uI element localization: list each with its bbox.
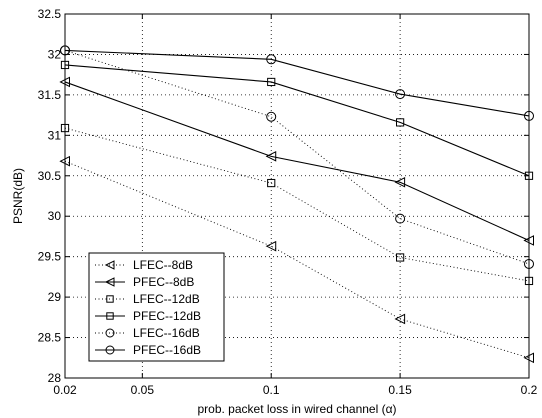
- data-point: [265, 240, 277, 252]
- legend-marker: [105, 328, 115, 338]
- data-point: [396, 118, 405, 127]
- grid-lines: [65, 14, 529, 378]
- legend-label: PFEC--8dB: [133, 275, 194, 289]
- legend-marker: [104, 260, 115, 270]
- legend-label: PFEC--12dB: [133, 309, 201, 323]
- x-tick-label: 0.2: [521, 383, 538, 397]
- y-axis-label: PSNR(dB): [11, 168, 25, 224]
- x-tick-label: 0.05: [131, 383, 155, 397]
- x-tick-label: 0.02: [53, 383, 77, 397]
- series-lines: [64, 49, 530, 359]
- data-point: [395, 213, 406, 224]
- legend-box: [88, 252, 225, 362]
- y-tick-label: 29.5: [38, 250, 62, 264]
- y-tick-label: 32: [48, 47, 62, 61]
- legend-marker: [106, 312, 114, 320]
- legend-marker: [104, 277, 115, 287]
- x-tick-label: 0.15: [388, 383, 412, 397]
- legend-label: LFEC--12dB: [133, 292, 200, 306]
- legend-label: LFEC--8dB: [133, 258, 193, 272]
- y-tick-label: 31.5: [38, 88, 62, 102]
- x-tick-label: 0.1: [263, 383, 280, 397]
- series-line-6: [64, 49, 530, 117]
- plot-frame: [64, 13, 530, 379]
- legend-label: PFEC--16dB: [133, 343, 201, 357]
- data-point: [394, 313, 406, 325]
- data-point: [266, 54, 277, 65]
- y-tick-label: 28: [48, 371, 62, 385]
- data-point: [267, 178, 276, 188]
- data-point: [266, 111, 277, 122]
- y-tick-label: 30.5: [38, 169, 62, 183]
- axis-ticks: 0.02 0.05 0.1 0.15 0.2 28 28.5 29 29.5 30 30.5 31 31…: [38, 7, 538, 397]
- y-tick-label: 29: [48, 290, 62, 304]
- series-line-2: [64, 81, 530, 241]
- legend-label: LFEC--16dB: [133, 326, 200, 340]
- y-tick-label: 28.5: [38, 331, 62, 345]
- y-tick-label: 31: [48, 128, 62, 142]
- data-point: [396, 253, 405, 262]
- series-line-3: [64, 127, 530, 282]
- x-axis-label: prob. packet loss in wired channel (α): [197, 402, 396, 416]
- data-point: [267, 77, 276, 87]
- y-tick-label: 30: [48, 209, 62, 223]
- data-point: [394, 176, 406, 188]
- series-line-1: [64, 160, 530, 359]
- data-point: [395, 89, 406, 100]
- series-line-4: [64, 64, 530, 177]
- legend: LFEC--8dB PFEC--8dB LFEC--12dB PFEC--12dB LF…: [88, 252, 225, 362]
- legend-marker: [106, 295, 114, 303]
- y-tick-label: 32.5: [38, 7, 62, 21]
- legend-marker: [105, 345, 115, 355]
- data-point: [265, 151, 277, 162]
